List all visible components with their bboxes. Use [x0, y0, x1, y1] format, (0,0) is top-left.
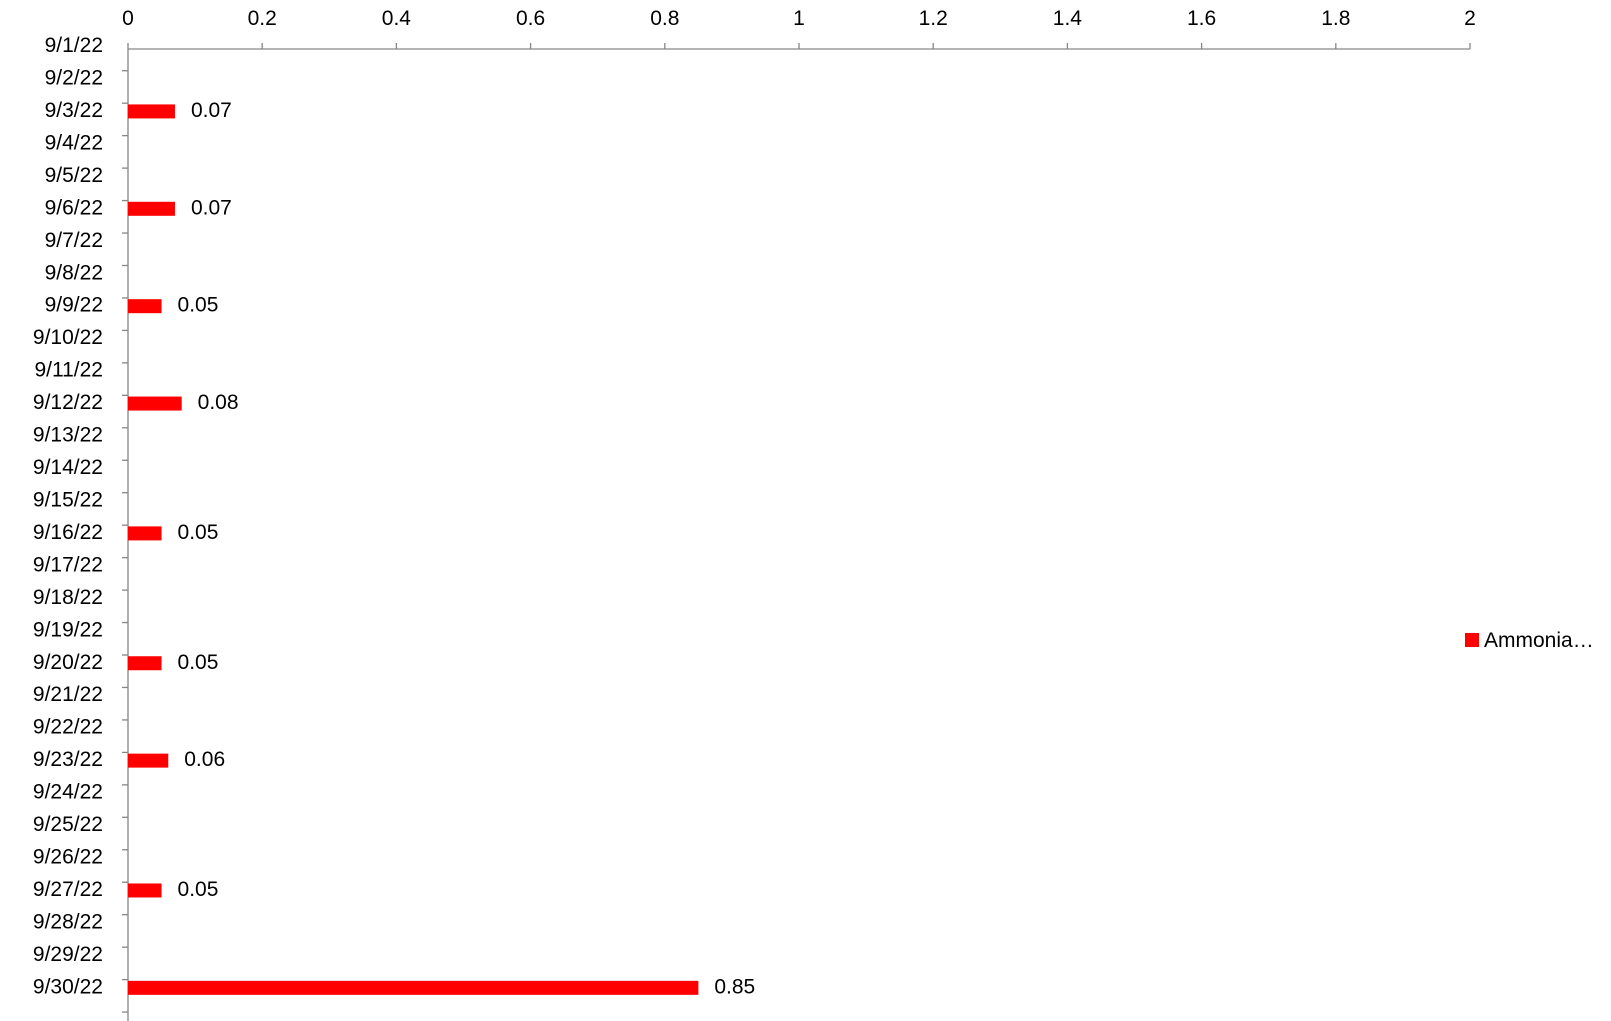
category-label: 9/21/22: [33, 683, 103, 706]
category-label: 9/4/22: [45, 131, 103, 154]
category-label: 9/5/22: [45, 164, 103, 187]
category-label: 9/10/22: [33, 326, 103, 349]
category-label: 9/8/22: [45, 261, 103, 284]
category-label: 9/9/22: [45, 294, 103, 317]
bar: [128, 883, 162, 898]
category-label: 9/11/22: [34, 359, 103, 382]
x-tick-label: 0: [122, 7, 134, 30]
x-tick-label: 0.8: [650, 7, 679, 30]
data-label: 0.05: [178, 878, 219, 901]
category-label: 9/26/22: [33, 846, 103, 869]
category-label: 9/13/22: [33, 424, 103, 447]
category-label: 9/18/22: [33, 586, 103, 609]
data-label: 0.05: [178, 651, 219, 674]
category-label: 9/7/22: [45, 229, 103, 252]
category-label: 9/14/22: [33, 456, 103, 479]
bar: [128, 753, 169, 768]
category-label: 9/15/22: [33, 488, 103, 511]
bar: [128, 104, 175, 119]
x-tick-label: 1.6: [1187, 7, 1216, 30]
axis-layer: 0 0.2 0.4 0.6 0.8 1 1.2 1.4 1.6 1.8 2 9/1/22 9/2/22 9…: [33, 7, 1476, 1021]
category-label: 9/30/22: [33, 975, 103, 998]
legend-label: Ammonia…: [1484, 629, 1594, 652]
data-label: 0.07: [191, 99, 232, 122]
category-label: 9/28/22: [33, 910, 103, 933]
x-tick-label: 0.2: [248, 7, 277, 30]
x-tick-label: 2: [1464, 7, 1476, 30]
legend: Ammonia…: [1465, 629, 1594, 652]
category-label: 9/25/22: [33, 813, 103, 836]
category-label: 9/20/22: [33, 651, 103, 674]
category-label: 9/24/22: [33, 781, 103, 804]
x-tick-label: 1.8: [1321, 7, 1350, 30]
x-tick-label: 0.4: [382, 7, 412, 30]
data-label-layer: 0.07 0.07 0.05 0.08 0.05 0.05 0.06 0.05 0.85: [178, 99, 756, 998]
bar: [128, 980, 699, 995]
bar: [128, 526, 162, 541]
legend-swatch: [1465, 633, 1479, 647]
category-label: 9/19/22: [33, 618, 103, 641]
bar: [128, 201, 175, 216]
x-tick-label: 0.6: [516, 7, 545, 30]
x-tick-label: 1.4: [1053, 7, 1083, 30]
bar-layer: [128, 104, 699, 995]
bar: [128, 299, 162, 314]
category-label: 9/16/22: [33, 521, 103, 544]
category-label: 9/1/22: [45, 34, 103, 57]
data-label: 0.07: [191, 196, 232, 219]
category-label: 9/27/22: [33, 878, 103, 901]
category-label: 9/29/22: [33, 943, 103, 966]
data-label: 0.08: [198, 391, 239, 414]
bar: [128, 656, 162, 671]
data-label: 0.06: [184, 748, 225, 771]
data-label: 0.85: [714, 975, 755, 998]
category-label: 9/3/22: [45, 99, 103, 122]
x-tick-label: 1: [793, 7, 805, 30]
category-label: 9/12/22: [33, 391, 103, 414]
category-label: 9/22/22: [33, 716, 103, 739]
data-label: 0.05: [178, 294, 219, 317]
data-label: 0.05: [178, 521, 219, 544]
category-label: 9/17/22: [33, 553, 103, 576]
category-label: 9/23/22: [33, 748, 103, 771]
bar: [128, 396, 182, 411]
category-label: 9/2/22: [45, 67, 103, 90]
x-tick-label: 1.2: [919, 7, 948, 30]
category-label: 9/6/22: [45, 196, 103, 219]
